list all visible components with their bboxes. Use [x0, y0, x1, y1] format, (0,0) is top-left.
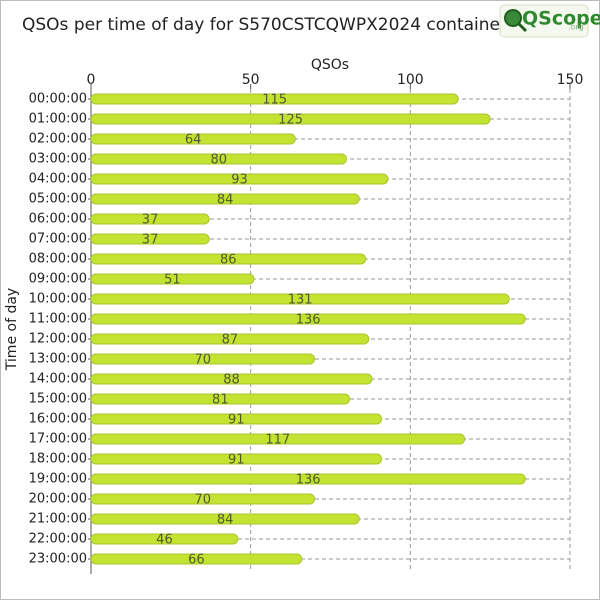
- x-tick-label: 100: [397, 72, 424, 88]
- value-label: 46: [156, 533, 173, 548]
- value-label: 66: [188, 553, 205, 568]
- bar: [90, 213, 210, 225]
- value-label: 91: [228, 413, 245, 428]
- bar: [90, 253, 367, 265]
- y-tick-label: 06:00:00: [29, 212, 87, 227]
- y-tick-label: 22:00:00: [29, 532, 87, 547]
- bar: [90, 133, 296, 145]
- bar: [90, 173, 389, 185]
- y-tick-label: 05:00:00: [29, 192, 87, 207]
- value-label: 84: [217, 193, 234, 208]
- bar: [90, 553, 303, 565]
- x-tick-label: 150: [557, 72, 584, 88]
- bar: [90, 453, 383, 465]
- logo-suffix: .org: [568, 23, 584, 32]
- value-label: 87: [222, 333, 239, 348]
- y-tick-label: 09:00:00: [29, 272, 87, 287]
- y-tick-label: 12:00:00: [29, 332, 87, 347]
- y-tick-label: 18:00:00: [29, 452, 87, 467]
- bar: [90, 93, 459, 105]
- bar: [90, 333, 370, 345]
- bar: [90, 433, 466, 445]
- logo-icon: [504, 9, 522, 27]
- y-tick-label: 15:00:00: [29, 392, 87, 407]
- value-label: 51: [164, 273, 181, 288]
- value-label: 64: [185, 133, 202, 148]
- bar: [90, 413, 383, 425]
- bar: [90, 473, 526, 485]
- value-label: 125: [278, 113, 303, 128]
- value-label: 131: [288, 293, 313, 308]
- value-label: 37: [142, 213, 159, 228]
- value-label: 70: [194, 493, 211, 508]
- y-tick-label: 04:00:00: [29, 172, 87, 187]
- bar: [90, 193, 360, 205]
- bar: [90, 293, 510, 305]
- logo: QScope .org: [499, 4, 600, 38]
- value-label: 37: [142, 233, 159, 248]
- bar: [90, 373, 373, 385]
- y-tick-label: 02:00:00: [29, 132, 87, 147]
- value-label: 93: [231, 173, 248, 188]
- y-tick-label: 16:00:00: [29, 412, 87, 427]
- bar: [90, 533, 239, 545]
- y-tick-label: 13:00:00: [29, 352, 87, 367]
- value-label: 84: [217, 513, 234, 528]
- bar: [90, 353, 316, 365]
- bar: [90, 513, 360, 525]
- value-label: 88: [223, 373, 240, 388]
- bar: [90, 313, 526, 325]
- value-label: 70: [194, 353, 211, 368]
- value-label: 136: [296, 313, 321, 328]
- value-label: 86: [220, 253, 237, 268]
- y-tick-label: 10:00:00: [29, 292, 87, 307]
- logo-text: QScope: [522, 8, 600, 30]
- y-tick-label: 19:00:00: [29, 472, 87, 487]
- chart-title: QSOs per time of day for S570CSTCQWPX202…: [22, 15, 511, 35]
- value-label: 81: [212, 393, 229, 408]
- y-tick-label: 00:00:00: [29, 92, 87, 107]
- y-tick-label: 01:00:00: [29, 112, 87, 127]
- y-tick-label: 03:00:00: [29, 152, 87, 167]
- y-tick-label: 21:00:00: [29, 512, 87, 527]
- bar: [90, 493, 316, 505]
- value-label: 115: [262, 93, 287, 108]
- y-tick-label: 14:00:00: [29, 372, 87, 387]
- x-tick-label: 0: [87, 72, 96, 88]
- x-tick-label: 50: [242, 72, 260, 88]
- bar: [90, 273, 255, 285]
- value-label: 91: [228, 453, 245, 468]
- y-tick-label: 17:00:00: [29, 432, 87, 447]
- bar: [90, 113, 491, 125]
- bar: [90, 393, 351, 405]
- x-axis-title: QSOs: [311, 57, 349, 73]
- y-tick-label: 23:00:00: [29, 552, 87, 567]
- y-axis-title: Time of day: [4, 288, 20, 371]
- y-tick-label: 07:00:00: [29, 232, 87, 247]
- logo-handle: [517, 22, 528, 33]
- bar: [90, 153, 347, 165]
- value-label: 136: [296, 473, 321, 488]
- y-tick-label: 11:00:00: [29, 312, 87, 327]
- value-label: 80: [210, 153, 227, 168]
- bar: [90, 233, 210, 245]
- y-tick-label: 08:00:00: [29, 252, 87, 267]
- value-label: 117: [265, 433, 290, 448]
- y-tick-label: 20:00:00: [29, 492, 87, 507]
